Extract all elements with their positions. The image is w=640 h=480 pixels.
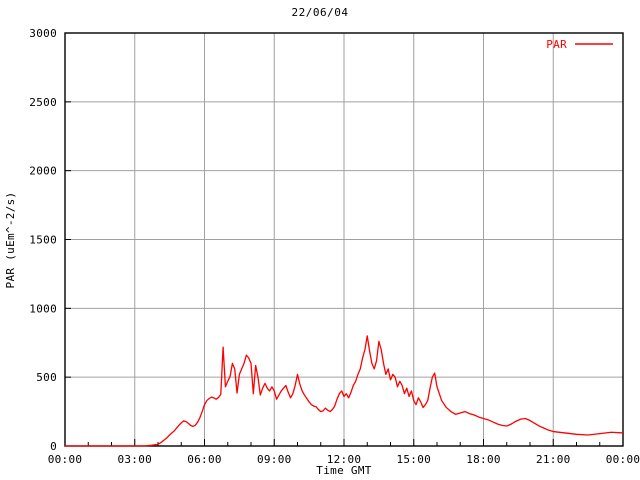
y-tick-label: 1500 bbox=[29, 234, 57, 247]
data-series-layer bbox=[65, 335, 624, 447]
y-axis-tick-labels: 0 500 1000 1500 2000 2500 3000 bbox=[29, 27, 57, 453]
x-tick-label: 12:00 bbox=[327, 453, 362, 466]
y-tick-label: 0 bbox=[50, 440, 57, 453]
y-tick-label: 500 bbox=[36, 371, 57, 384]
x-tick-label: 03:00 bbox=[117, 453, 152, 466]
plot-border bbox=[64, 32, 624, 447]
x-tick-label: 21:00 bbox=[536, 453, 571, 466]
x-tick-label: 15:00 bbox=[396, 453, 431, 466]
x-axis-tick-labels: 00:00 03:00 06:00 09:00 12:00 15:00 18:00 21:00… bbox=[48, 453, 640, 466]
x-tick-label: 00:00 bbox=[48, 453, 83, 466]
y-tick-label: 2500 bbox=[29, 96, 57, 109]
y-tick-label: 2000 bbox=[29, 165, 57, 178]
plot-frame bbox=[64, 32, 624, 447]
x-tick-label: 00:00 bbox=[606, 453, 640, 466]
x-tick-label: 18:00 bbox=[466, 453, 501, 466]
x-tick-label: 06:00 bbox=[187, 453, 222, 466]
x-axis-title: Time GMT bbox=[316, 464, 371, 477]
x-tick-label: 09:00 bbox=[257, 453, 292, 466]
chart-title: 22/06/04 bbox=[291, 6, 349, 19]
legend-label: PAR bbox=[546, 38, 567, 51]
y-tick-label: 3000 bbox=[29, 27, 57, 40]
chart-legend: PAR bbox=[546, 38, 613, 51]
y-axis-title: PAR (uEm^-2/s) bbox=[4, 192, 17, 289]
series-line-par bbox=[65, 335, 624, 447]
grid-lines bbox=[65, 33, 623, 446]
y-tick-label: 1000 bbox=[29, 302, 57, 315]
